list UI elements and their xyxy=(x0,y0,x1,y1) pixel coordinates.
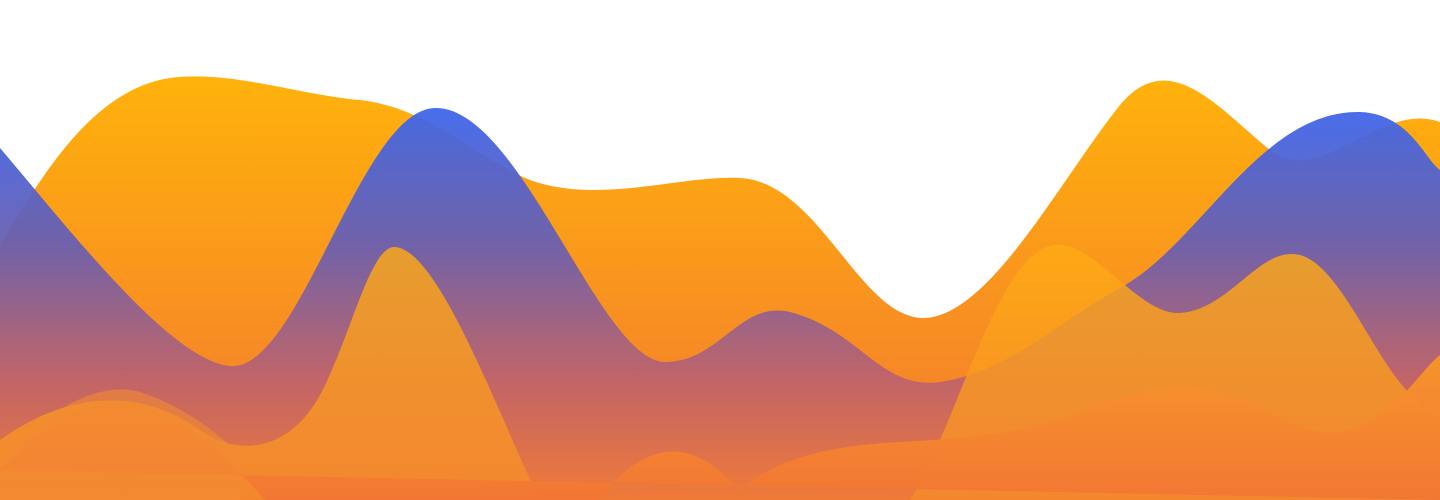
front-orange-wave xyxy=(0,355,1440,500)
left-bottom-wave xyxy=(0,389,240,500)
